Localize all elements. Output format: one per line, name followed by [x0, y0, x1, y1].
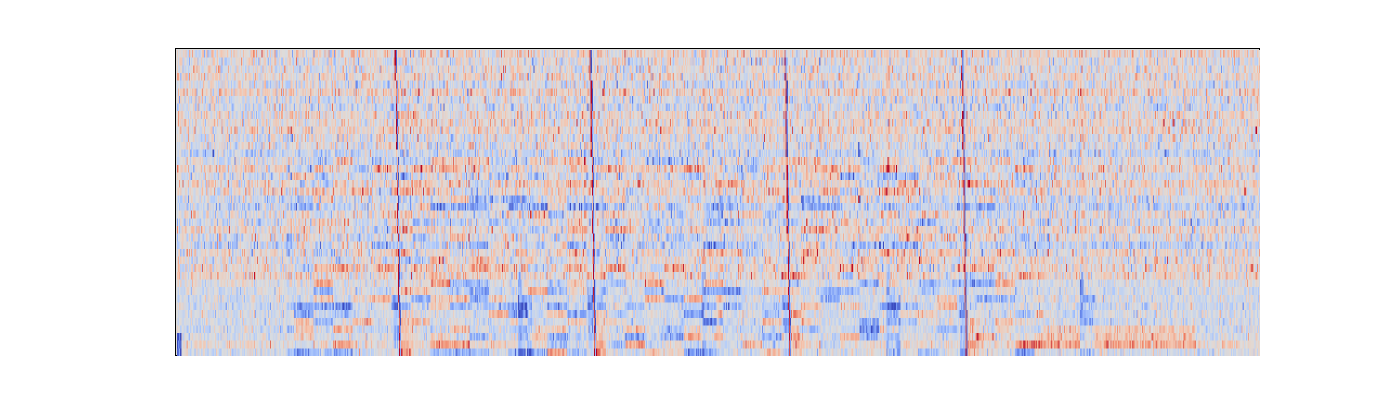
- heatmap-plot-area: [175, 48, 1260, 356]
- heatmap-cells: [177, 50, 1260, 356]
